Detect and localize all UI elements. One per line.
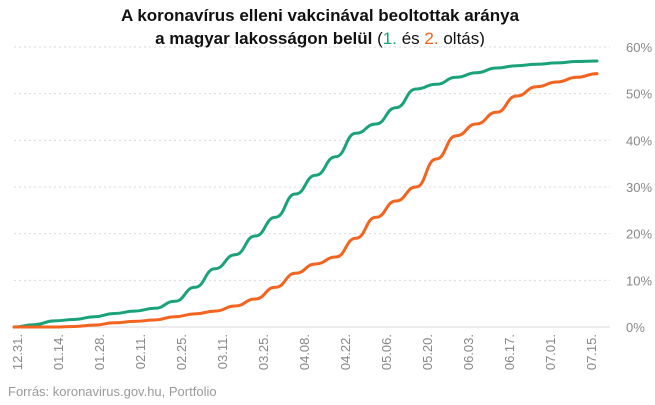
x-tick-label: 06.03.: [461, 334, 476, 370]
x-tick-label: 02.25.: [174, 334, 189, 370]
x-tick-label: 07.01.: [543, 334, 558, 370]
source-note: Forrás: koronavirus.gov.hu, Portfolio: [8, 384, 217, 399]
x-tick-label: 04.22.: [338, 334, 353, 370]
x-tick-label: 02.11.: [133, 334, 148, 369]
x-tick-label: 03.25.: [256, 334, 271, 370]
y-axis: 0% 10% 20% 30% 40% 50% 60%: [626, 40, 652, 335]
y-tick-label: 50%: [626, 87, 652, 102]
x-tick-label: 03.11.: [215, 334, 230, 369]
x-tick-label: 06.17.: [502, 334, 517, 370]
series-lines: [12, 59, 599, 329]
x-tick-label: 07.15.: [584, 334, 599, 370]
legend-first-dose: 1.: [382, 29, 397, 48]
grid-lines: [14, 46, 610, 328]
legend-second-dose: 2.: [424, 29, 439, 48]
x-tick-label: 01.28.: [92, 334, 107, 370]
x-axis: 12.31. 01.14. 01.28. 02.11. 02.25. 03.11. 03.2…: [10, 334, 599, 370]
chart-title: A koronavírus elleni vakcinával beoltott…: [0, 4, 640, 50]
title-line-2-prefix: a magyar lakosságon belül: [155, 29, 373, 48]
x-tick-label: 12.31.: [10, 334, 25, 370]
title-line-1: A koronavírus elleni vakcinával beoltott…: [120, 6, 520, 25]
y-tick-label: 40%: [626, 133, 652, 148]
x-tick-label: 05.06.: [379, 334, 394, 370]
x-tick-label: 04.08.: [297, 334, 312, 370]
y-tick-label: 30%: [626, 180, 652, 195]
y-tick-label: 10%: [626, 273, 652, 288]
title-connector: és: [401, 29, 420, 48]
title-suffix: oltás): [443, 29, 485, 48]
y-tick-label: 60%: [626, 40, 652, 55]
second-dose-line: [12, 72, 599, 329]
title-line-2: a magyar lakosságon belül (1. és 2. oltá…: [0, 27, 640, 50]
y-tick-label: 20%: [626, 227, 652, 242]
first-dose-line: [12, 59, 599, 329]
x-tick-label: 01.14.: [51, 334, 66, 370]
x-tick-label: 05.20.: [420, 334, 435, 370]
title-paren-open: (: [377, 29, 383, 48]
y-tick-label: 0%: [626, 320, 645, 335]
